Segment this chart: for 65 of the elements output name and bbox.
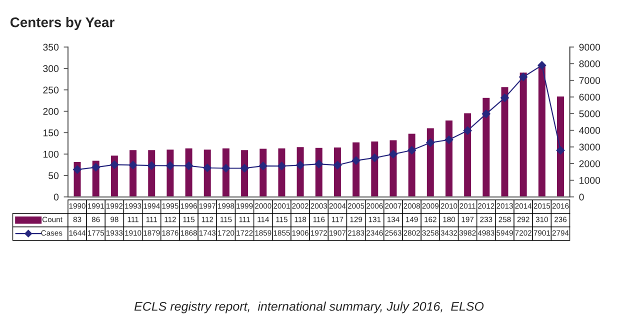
y2-tick-label: 4000 <box>579 127 600 134</box>
point <box>408 146 416 154</box>
y-tick-label: 100 <box>43 150 59 158</box>
bar <box>426 126 436 197</box>
bar <box>406 132 417 197</box>
bar <box>202 148 212 197</box>
bar <box>146 148 156 197</box>
point <box>184 162 193 170</box>
bar <box>481 96 492 197</box>
y-tick-label: 250 <box>43 86 59 94</box>
bar <box>351 140 361 197</box>
bar <box>518 71 528 197</box>
y-tick-label: 350 <box>43 44 59 51</box>
point <box>128 160 138 170</box>
point <box>73 165 82 174</box>
point <box>147 161 156 170</box>
bar <box>556 95 566 197</box>
bar <box>295 146 306 197</box>
bar <box>314 146 324 197</box>
y2-tick-label: 6000 <box>579 94 600 101</box>
y2-tick-label: 7000 <box>579 77 600 84</box>
point <box>556 146 565 155</box>
bar <box>444 119 454 197</box>
point <box>333 161 342 170</box>
point <box>166 162 174 170</box>
point <box>389 150 398 158</box>
point <box>352 156 360 165</box>
y-tick-label: 50 <box>48 172 59 180</box>
point <box>92 163 100 172</box>
point <box>426 138 435 147</box>
y2-tick-label: 1000 <box>580 176 600 184</box>
bar <box>165 148 176 197</box>
bar <box>258 147 268 197</box>
point <box>296 161 304 170</box>
y2-tick-label: 8000 <box>579 60 600 68</box>
y2-tick-label: 9000 <box>579 44 600 51</box>
point <box>314 160 324 168</box>
bar <box>184 146 194 197</box>
bar <box>370 140 380 197</box>
point <box>110 160 119 169</box>
y2-tick-label: 0 <box>579 194 584 201</box>
bar <box>500 86 510 197</box>
y-tick-label: 0 <box>54 194 59 201</box>
point <box>222 164 230 172</box>
point <box>500 94 509 102</box>
point <box>370 154 379 162</box>
text: ECLS registry report, international summary, July 2016, ELSO <box>134 302 484 314</box>
point <box>259 162 268 170</box>
point <box>278 162 286 170</box>
point <box>240 164 249 172</box>
y-tick-label: 300 <box>43 65 59 72</box>
point <box>519 72 528 82</box>
chart-title: Centers by Year <box>10 17 114 30</box>
bar <box>462 112 472 197</box>
y-tick-label: 150 <box>43 129 59 136</box>
y2-tick-label: 5000 <box>579 110 600 118</box>
bar <box>388 138 398 197</box>
point <box>444 136 454 144</box>
y2-tick-label: 2000 <box>579 160 600 168</box>
point <box>538 61 546 70</box>
point <box>203 164 212 172</box>
y-tick-label: 200 <box>43 108 59 115</box>
y2-tick-label: 3000 <box>579 144 600 151</box>
point <box>482 110 490 118</box>
point <box>463 126 472 135</box>
